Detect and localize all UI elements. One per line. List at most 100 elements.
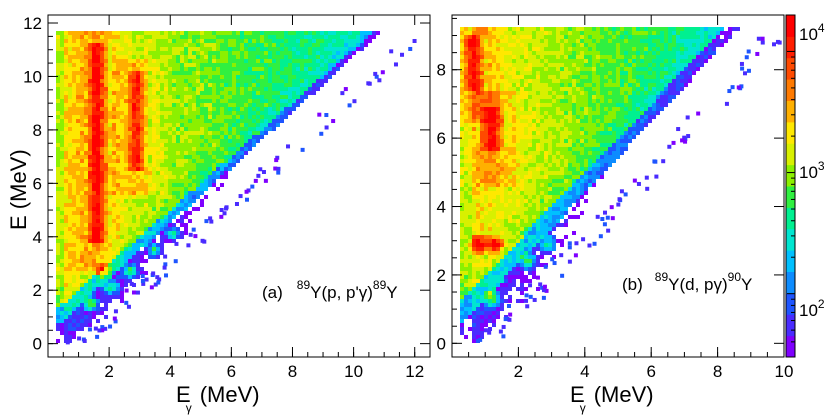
heatmap-cell (508, 239, 512, 243)
heatmap-cell (232, 55, 236, 59)
heatmap-cell (480, 207, 484, 211)
heatmap-cell (220, 39, 224, 43)
heatmap-cell (500, 283, 504, 287)
heatmap-cell (64, 171, 68, 175)
heatmap-cell (164, 135, 168, 139)
heatmap-cell (232, 131, 236, 135)
heatmap-cell (128, 175, 132, 179)
heatmap-cell (476, 183, 480, 187)
heatmap-cell (492, 103, 496, 107)
heatmap-cell (288, 111, 292, 115)
heatmap-cell (164, 31, 168, 35)
heatmap-cell (168, 199, 172, 203)
heatmap-cell (140, 195, 144, 199)
heatmap-cell (260, 103, 264, 107)
heatmap-cell (80, 59, 84, 63)
heatmap-cell (500, 291, 504, 295)
heatmap-cell (484, 87, 488, 91)
heatmap-cell (512, 147, 516, 151)
heatmap-cell (508, 159, 512, 163)
heatmap-cell (96, 87, 100, 91)
heatmap-cell (72, 179, 76, 183)
heatmap-cell (284, 35, 288, 39)
heatmap-cell (492, 251, 496, 255)
heatmap-cell (144, 47, 148, 51)
heatmap-cell (292, 43, 296, 47)
heatmap-cell (344, 43, 348, 47)
heatmap-cell (108, 324, 113, 329)
heatmap-cell (168, 215, 172, 219)
heatmap-cell (152, 151, 156, 155)
heatmap-cell (200, 99, 204, 103)
heatmap-cell (492, 263, 496, 267)
heatmap-cell (172, 215, 176, 219)
heatmap-cell (108, 143, 112, 147)
heatmap-cell (56, 163, 60, 167)
heatmap-cell (460, 279, 464, 283)
heatmap-cell (528, 43, 532, 47)
heatmap-cell (144, 277, 149, 282)
heatmap-cell (96, 215, 100, 219)
heatmap-cell (140, 79, 144, 83)
heatmap-cell (92, 195, 96, 199)
heatmap-cell (504, 271, 508, 275)
heatmap-cell (176, 127, 180, 131)
heatmap-cell (540, 187, 544, 191)
heatmap-cell (96, 251, 100, 255)
heatmap-cell (184, 159, 188, 163)
heatmap-cell (284, 75, 288, 79)
heatmap-cell (540, 131, 544, 135)
heatmap-cell (108, 159, 112, 163)
heatmap-cell (132, 187, 136, 191)
heatmap-cell (504, 83, 508, 87)
heatmap-cell (160, 31, 164, 35)
heatmap-cell (172, 47, 176, 51)
heatmap-cell (108, 51, 112, 55)
heatmap-cell (276, 166, 281, 171)
heatmap-cell (64, 335, 68, 339)
heatmap-cell (72, 227, 76, 231)
heatmap-cell (88, 55, 92, 59)
heatmap-cell (228, 107, 232, 111)
heatmap-cell (156, 59, 160, 63)
heatmap-cell (100, 271, 104, 275)
heatmap-cell (188, 179, 192, 183)
heatmap-cell (184, 31, 188, 35)
heatmap-cell (84, 91, 88, 95)
heatmap-cell (516, 223, 520, 227)
heatmap-cell (280, 35, 284, 39)
heatmap-cell (344, 55, 348, 59)
heatmap-cell (536, 103, 540, 107)
heatmap-cell (544, 31, 548, 35)
heatmap-cell (500, 163, 504, 167)
heatmap-cell (200, 111, 204, 115)
heatmap-cell (136, 67, 140, 71)
heatmap-cell (508, 259, 512, 263)
heatmap-cell (548, 127, 552, 131)
heatmap-cell (548, 131, 552, 135)
heatmap-cell (200, 238, 205, 243)
heatmap-cell (220, 147, 224, 151)
heatmap-cell (256, 91, 260, 95)
heatmap-cell (168, 119, 172, 123)
heatmap-cell (100, 263, 104, 267)
heatmap-cell (68, 51, 72, 55)
heatmap-cell (80, 171, 84, 175)
heatmap-cell (468, 155, 472, 159)
heatmap-cell (184, 127, 188, 131)
heatmap-cell (472, 91, 476, 95)
heatmap-cell (192, 35, 196, 39)
heatmap-cell (512, 87, 516, 91)
heatmap-cell (84, 35, 88, 39)
heatmap-cell (148, 223, 152, 227)
heatmap-cell (96, 35, 100, 39)
heatmap-cell (340, 31, 344, 35)
heatmap-cell (492, 27, 496, 31)
heatmap-cell (136, 151, 140, 155)
heatmap-cell (120, 287, 124, 291)
heatmap-cell (332, 63, 336, 67)
heatmap-cell (76, 151, 80, 155)
heatmap-cell (144, 91, 148, 95)
heatmap-cell (100, 328, 105, 333)
heatmap-cell (180, 103, 184, 107)
